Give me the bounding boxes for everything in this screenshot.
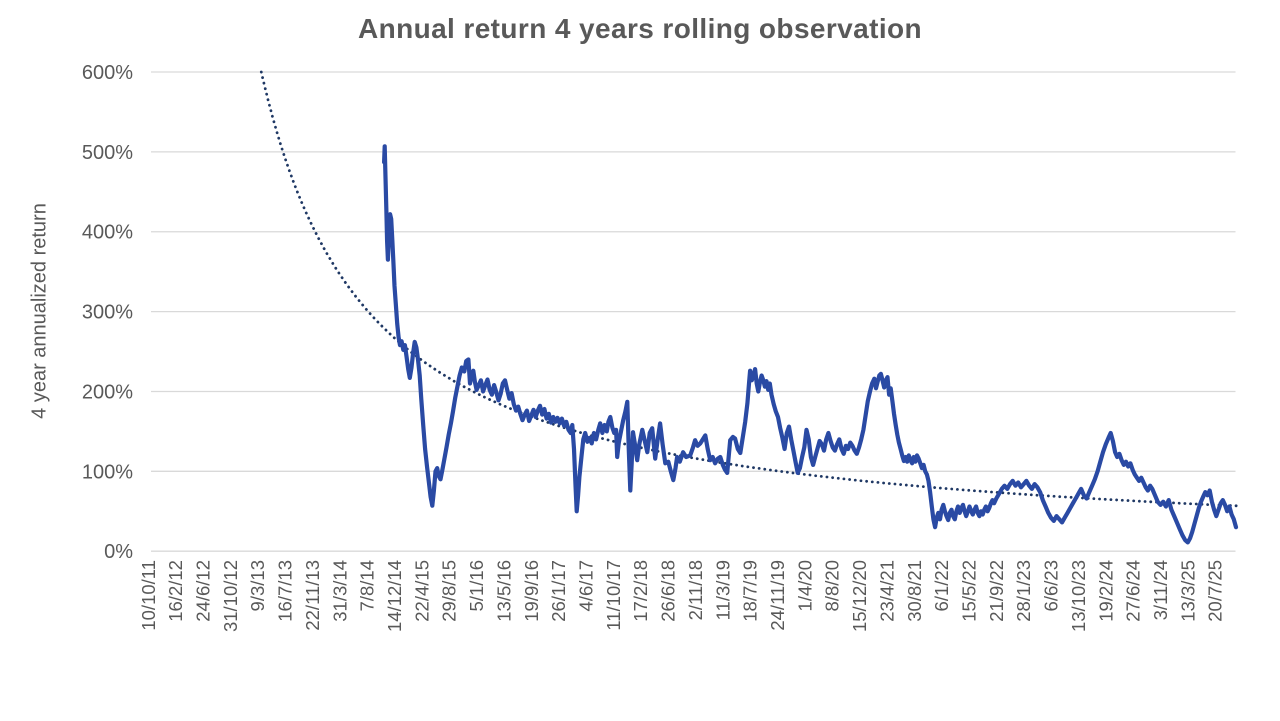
x-tick-label: 3/11/24 <box>1150 560 1171 620</box>
y-tick-label: 400% <box>82 222 133 244</box>
x-tick-label: 21/9/22 <box>986 560 1007 622</box>
x-tick-label: 14/12/14 <box>384 560 405 632</box>
x-tick-label: 24/11/19 <box>767 560 788 631</box>
x-tick-label: 29/8/15 <box>439 560 460 622</box>
x-tick-label: 22/4/15 <box>411 560 432 622</box>
x-tick-label: 20/7/25 <box>1205 560 1226 622</box>
y-tick-label: 500% <box>82 142 133 164</box>
x-tick-label: 26/1/17 <box>548 560 569 622</box>
x-tick-label: 26/6/18 <box>658 560 679 622</box>
x-tick-label: 6/1/22 <box>931 560 952 611</box>
x-tick-label: 7/8/14 <box>357 560 378 611</box>
trendline-dotted <box>259 70 1238 508</box>
x-tick-label: 17/2/18 <box>630 560 651 622</box>
x-tick-label: 4/6/17 <box>575 560 596 611</box>
x-tick-label: 11/3/19 <box>712 560 733 620</box>
x-tick-label: 13/3/25 <box>1177 560 1198 622</box>
x-tick-label: 31/10/12 <box>220 560 241 632</box>
x-tick-label: 19/2/24 <box>1095 560 1116 622</box>
x-tick-label: 9/3/13 <box>247 560 268 611</box>
x-tick-label: 31/3/14 <box>329 560 350 622</box>
x-tick-label: 8/8/20 <box>822 560 843 611</box>
y-tick-label: 100% <box>82 461 133 483</box>
y-tick-label: 200% <box>82 381 133 403</box>
x-tick-label: 15/5/22 <box>958 560 979 622</box>
x-tick-label: 11/10/17 <box>603 560 624 631</box>
y-tick-labels: 600% 500% 400% 300% 200% 100% 0% <box>82 62 133 563</box>
x-tick-label: 16/7/13 <box>275 560 296 622</box>
chart-title: Annual return 4 years rolling observatio… <box>357 13 923 44</box>
x-tick-label: 13/10/23 <box>1068 560 1089 632</box>
x-tick-label: 5/1/16 <box>466 560 487 611</box>
gridlines <box>151 71 1236 552</box>
x-tick-labels: 10/10/11 16/2/12 24/6/12 31/10/12 9/3/13 16/7… <box>138 560 1226 632</box>
x-tick-label: 6/6/23 <box>1041 560 1062 611</box>
return-series-line <box>382 144 1239 545</box>
x-tick-label: 22/11/13 <box>302 560 323 631</box>
x-tick-label: 23/4/21 <box>876 560 897 622</box>
x-tick-label: 1/4/20 <box>794 560 815 611</box>
x-tick-label: 24/6/12 <box>193 560 214 622</box>
x-tick-label: 28/1/23 <box>1013 560 1034 622</box>
y-tick-label: 0% <box>104 541 133 563</box>
x-tick-label: 15/12/20 <box>849 560 870 632</box>
y-tick-label: 600% <box>82 62 133 84</box>
x-tick-label: 27/6/24 <box>1123 560 1144 622</box>
x-tick-label: 13/5/16 <box>493 560 514 622</box>
x-tick-label: 30/8/21 <box>904 560 925 622</box>
x-tick-label: 18/7/19 <box>740 560 761 622</box>
x-tick-label: 16/2/12 <box>165 560 186 622</box>
y-tick-label: 300% <box>82 302 133 324</box>
x-tick-label: 2/11/18 <box>685 560 706 620</box>
x-tick-label: 19/9/16 <box>521 560 542 622</box>
x-tick-label: 10/10/11 <box>138 560 159 631</box>
